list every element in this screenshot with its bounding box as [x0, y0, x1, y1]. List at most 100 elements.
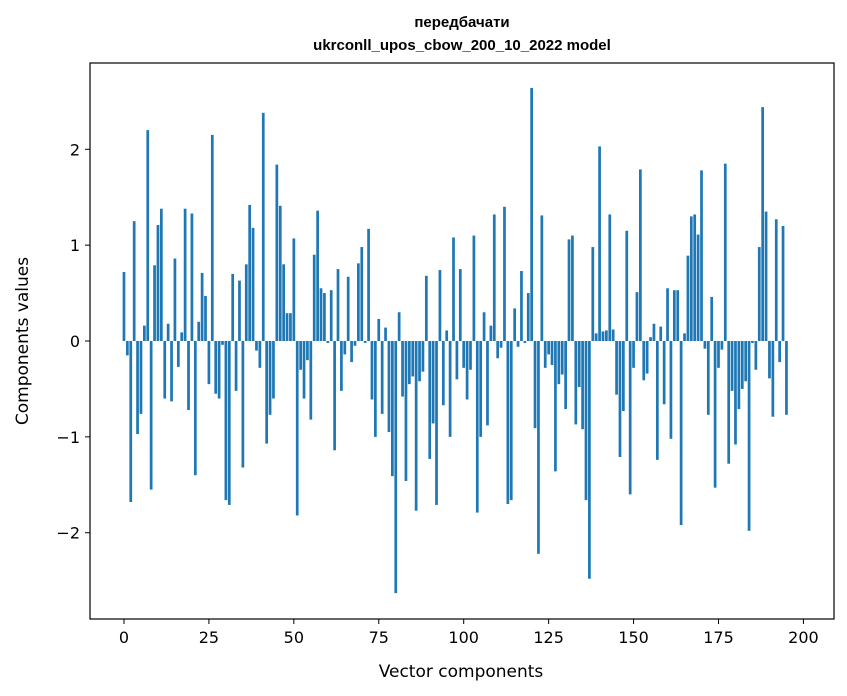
bar-component-187 — [757, 247, 761, 341]
bar-component-188 — [761, 107, 765, 341]
bar-component-124 — [543, 341, 547, 368]
bar-component-171 — [703, 341, 707, 349]
bar-component-2 — [129, 341, 133, 503]
bar-component-48 — [285, 313, 289, 341]
bar-component-80 — [394, 341, 398, 594]
bar-component-181 — [737, 341, 741, 410]
bar-component-77 — [384, 327, 387, 341]
bar-component-130 — [564, 341, 567, 410]
bar-component-190 — [768, 341, 771, 379]
bar-component-193 — [778, 341, 781, 363]
bar-component-1 — [126, 341, 129, 356]
bar-component-131 — [567, 239, 571, 341]
bar-component-53 — [302, 341, 306, 399]
bar-component-47 — [282, 264, 285, 341]
x-tick-label: 175 — [703, 628, 734, 647]
bar-component-156 — [652, 323, 656, 341]
bar-component-112 — [503, 206, 506, 341]
bar-component-104 — [475, 341, 479, 513]
bar-component-28 — [217, 341, 221, 399]
bar-component-82 — [401, 341, 404, 397]
bar-component-22 — [197, 321, 201, 341]
bar-component-176 — [720, 341, 724, 350]
bar-component-116 — [516, 341, 520, 347]
x-tick-label: 25 — [199, 628, 219, 647]
bar-component-13 — [166, 323, 170, 341]
bar-component-58 — [319, 288, 323, 341]
y-tick-label: 1 — [70, 236, 80, 255]
bar-component-26 — [210, 134, 214, 341]
bar-component-65 — [343, 341, 347, 355]
bar-component-95 — [445, 330, 449, 341]
bar-component-127 — [554, 341, 557, 472]
bar-component-17 — [180, 332, 184, 341]
bar-component-21 — [193, 341, 197, 476]
bar-component-152 — [639, 169, 642, 341]
bar-component-161 — [669, 341, 673, 439]
bars-group — [122, 87, 788, 594]
bar-component-25 — [207, 341, 211, 385]
bar-component-106 — [482, 312, 486, 341]
x-axis-label: Vector components — [379, 662, 544, 682]
bar-component-16 — [176, 341, 180, 367]
bar-component-120 — [530, 87, 533, 341]
bar-component-154 — [645, 341, 649, 374]
bar-component-119 — [526, 293, 530, 341]
bar-component-31 — [227, 341, 231, 505]
bar-component-37 — [248, 204, 252, 341]
bar-component-36 — [244, 264, 248, 341]
bar-component-86 — [414, 341, 418, 511]
bar-component-20 — [190, 213, 194, 341]
bar-component-136 — [584, 341, 588, 501]
bar-component-110 — [496, 341, 500, 359]
bar-component-14 — [170, 341, 173, 402]
bar-component-195 — [785, 341, 788, 415]
bar-component-34 — [238, 280, 241, 341]
bar-component-92 — [435, 341, 438, 505]
bar-component-107 — [486, 341, 489, 426]
bar-component-135 — [581, 341, 584, 430]
bar-component-49 — [289, 313, 292, 341]
bar-component-12 — [163, 341, 167, 399]
bar-component-83 — [404, 341, 408, 481]
bar-component-94 — [441, 341, 445, 406]
bar-component-167 — [689, 216, 693, 341]
bar-component-23 — [200, 272, 204, 341]
bar-component-137 — [588, 341, 591, 579]
bar-component-85 — [411, 341, 415, 377]
bar-component-57 — [316, 210, 319, 341]
bar-component-109 — [492, 214, 496, 341]
bar-component-194 — [781, 225, 785, 341]
bar-component-59 — [323, 293, 326, 341]
bar-component-0 — [122, 271, 126, 341]
bar-component-5 — [139, 341, 143, 414]
bar-component-191 — [771, 341, 775, 417]
bar-component-45 — [275, 164, 279, 341]
bar-component-178 — [727, 341, 731, 464]
bar-component-32 — [231, 273, 235, 341]
bar-component-157 — [655, 341, 659, 460]
bar-component-180 — [734, 341, 737, 445]
bar-component-29 — [221, 341, 224, 345]
bar-component-153 — [642, 341, 646, 381]
bar-component-174 — [713, 341, 717, 488]
bar-component-91 — [431, 341, 435, 424]
bar-component-89 — [424, 275, 428, 341]
bar-component-103 — [472, 235, 476, 341]
bar-component-169 — [696, 234, 700, 341]
x-axis-ticks: 0 25 50 75 100 125 150 175 200 — [119, 619, 819, 647]
bar-component-96 — [448, 341, 452, 437]
bar-component-81 — [397, 312, 401, 341]
bar-component-164 — [679, 341, 683, 526]
bar-component-56 — [312, 254, 316, 341]
bar-component-147 — [622, 341, 625, 411]
bar-component-93 — [438, 270, 442, 341]
bar-component-179 — [730, 341, 734, 391]
bar-component-99 — [458, 269, 462, 341]
x-tick-label: 200 — [788, 628, 819, 647]
bar-component-123 — [540, 215, 544, 341]
bar-component-134 — [577, 341, 581, 388]
bar-component-126 — [550, 341, 554, 365]
bar-component-141 — [601, 331, 605, 341]
bar-component-27 — [214, 341, 218, 394]
